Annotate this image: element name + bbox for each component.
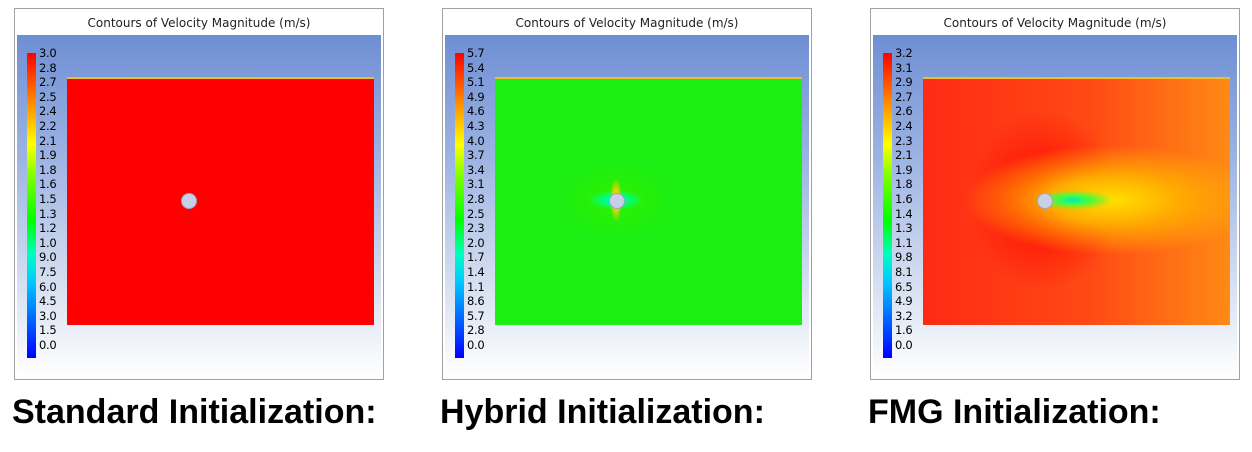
legend-label: 1.8 [895,177,913,192]
legend-label: 2.8 [467,323,485,338]
legend-label: 1.0 [39,235,57,250]
legend-label: 6.5 [895,279,913,294]
legend-label: 6.0 [39,279,57,294]
contour-panel-standard: Contours of Velocity Magnitude (m/s) 3.0… [14,8,384,380]
legend-label: 8.1 [895,265,913,279]
legend-label: 4.9 [895,294,913,309]
legend-label: 2.7 [895,89,913,104]
legend-label: 1.3 [895,221,913,236]
legend-label: 1.5 [39,323,57,338]
legend-label: 1.4 [467,265,485,279]
legend-label: 5.1 [467,75,485,90]
legend-label: 2.6 [895,104,913,119]
legend-label: 2.5 [467,206,485,221]
legend-label: 1.4 [895,206,913,221]
contour-panel-hybrid: Contours of Velocity Magnitude (m/s) 5.7… [442,8,812,380]
legend-label: 3.4 [467,162,485,177]
legend-label: 2.3 [467,221,485,236]
legend-label: 0.0 [467,338,485,352]
legend-label: 1.6 [895,323,913,338]
graphics-viewport: 5.7 5.4 5.1 4.9 4.6 4.3 4.0 3.7 3.4 3.1 … [445,35,809,377]
legend-label: 3.2 [895,308,913,323]
legend-label: 2.2 [39,119,57,133]
color-legend-bar [455,53,464,358]
color-legend-labels: 3.2 3.1 2.9 2.7 2.6 2.4 2.3 2.1 1.9 1.8 … [895,47,925,367]
legend-label: 7.5 [39,265,57,279]
cylinder-obstacle [609,193,625,209]
legend-label: 2.4 [895,119,913,133]
legend-label: 4.6 [467,104,485,119]
legend-label: 0.0 [895,338,913,352]
legend-label: 4.5 [39,294,57,309]
legend-label: 3.7 [467,148,485,163]
contour-field-standard [67,77,374,325]
panel-title: Contours of Velocity Magnitude (m/s) [87,16,311,30]
legend-label: 2.1 [39,133,57,148]
legend-label: 1.5 [39,192,57,206]
legend-label: 2.8 [467,192,485,206]
color-legend-labels: 5.7 5.4 5.1 4.9 4.6 4.3 4.0 3.7 3.4 3.1 … [467,47,497,367]
legend-label: 3.1 [467,177,485,192]
legend-label: 5.4 [467,60,485,75]
contour-panel-fmg: Contours of Velocity Magnitude (m/s) 3.2… [870,8,1240,380]
legend-label: 3.0 [39,308,57,323]
graphics-viewport: 3.2 3.1 2.9 2.7 2.6 2.4 2.3 2.1 1.9 1.8 … [873,35,1237,377]
legend-label: 9.0 [39,250,57,265]
legend-label: 1.3 [39,206,57,221]
legend-label: 1.2 [39,221,57,236]
panel-title: Contours of Velocity Magnitude (m/s) [515,16,739,30]
legend-label: 2.5 [39,89,57,104]
legend-label: 0.0 [39,338,57,352]
legend-label: 2.7 [39,75,57,90]
caption-hybrid: Hybrid Initialization: [440,393,765,431]
caption-standard: Standard Initialization: [12,393,377,431]
legend-label: 1.1 [895,235,913,250]
legend-label: 5.7 [467,308,485,323]
panel-title: Contours of Velocity Magnitude (m/s) [943,16,1167,30]
legend-label: 1.6 [39,177,57,192]
legend-label: 5.7 [467,46,485,60]
legend-label: 8.6 [467,294,485,309]
graphics-viewport: 3.0 2.8 2.7 2.5 2.4 2.2 2.1 1.9 1.8 1.6 … [17,35,381,377]
legend-label: 1.6 [895,192,913,206]
legend-label: 1.9 [895,162,913,177]
legend-label: 2.4 [39,104,57,119]
legend-label: 4.0 [467,133,485,148]
color-legend-bar [27,53,36,358]
legend-label: 2.1 [895,148,913,163]
legend-label: 1.1 [467,279,485,294]
legend-label: 3.0 [39,46,57,60]
caption-fmg: FMG Initialization: [868,393,1161,431]
legend-label: 2.3 [895,133,913,148]
legend-label: 4.9 [467,89,485,104]
legend-label: 9.8 [895,250,913,265]
legend-label: 2.8 [39,60,57,75]
color-legend-labels: 3.0 2.8 2.7 2.5 2.4 2.2 2.1 1.9 1.8 1.6 … [39,47,69,367]
cylinder-obstacle [181,193,197,209]
legend-label: 1.8 [39,162,57,177]
cylinder-obstacle [1037,193,1053,209]
legend-label: 1.9 [39,148,57,163]
legend-label: 3.2 [895,46,913,60]
contour-field-hybrid [495,77,802,325]
contour-field-fmg [923,77,1230,325]
legend-label: 1.7 [467,250,485,265]
legend-label: 3.1 [895,60,913,75]
color-legend-bar [883,53,892,358]
legend-label: 2.9 [895,75,913,90]
legend-label: 4.3 [467,119,485,133]
legend-label: 2.0 [467,235,485,250]
